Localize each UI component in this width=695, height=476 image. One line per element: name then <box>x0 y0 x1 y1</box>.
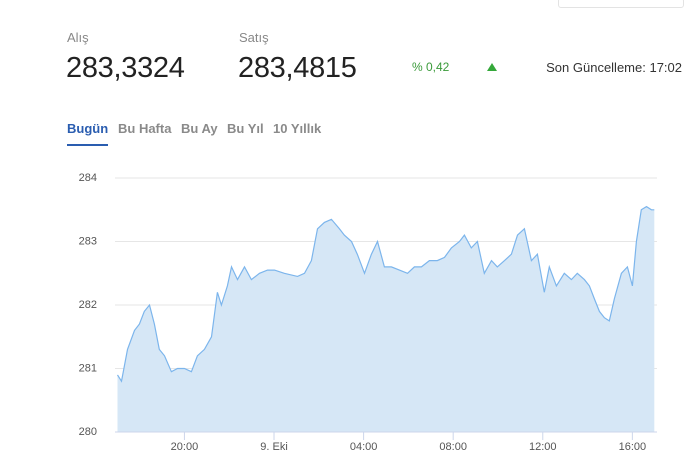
buy-label: Alış <box>67 30 89 45</box>
y-tick-label: 283 <box>79 235 97 247</box>
last-update: Son Güncelleme: 17:02 <box>546 60 682 75</box>
y-tick-label: 282 <box>79 299 97 311</box>
sell-value: 283,4815 <box>238 52 357 84</box>
tab[interactable]: Bu Hafta <box>118 121 172 136</box>
up-arrow-shape <box>487 63 497 71</box>
sell-label: Satış <box>239 30 269 45</box>
price-line <box>116 205 655 383</box>
x-tick-label: 12:00 <box>529 441 557 453</box>
x-tick-label: 20:00 <box>171 441 199 453</box>
area-fill <box>117 206 655 432</box>
tab[interactable]: Bu Yıl <box>227 121 264 136</box>
y-tick-label: 280 <box>79 426 97 438</box>
tab[interactable]: 10 Yıllık <box>273 121 322 136</box>
buy-value: 283,3324 <box>66 52 185 84</box>
y-tick-label: 284 <box>79 172 97 184</box>
change: % 0,42 <box>412 60 450 74</box>
x-tick-label: 16:00 <box>619 441 647 453</box>
tab[interactable]: Bu Ay <box>181 121 218 136</box>
x-tick-label: 9. Eki <box>260 441 288 453</box>
up-arrow <box>487 63 497 71</box>
x-tick-label: 08:00 <box>439 441 467 453</box>
x-tick-label: 04:00 <box>350 441 378 453</box>
chart: 280 281 282 283 284 20:00 9. Eki 04:00 08:00 12:0… <box>79 172 657 453</box>
y-tick-label: 281 <box>79 362 97 374</box>
tab[interactable]: Bugün <box>67 121 109 146</box>
top-box <box>558 0 684 8</box>
